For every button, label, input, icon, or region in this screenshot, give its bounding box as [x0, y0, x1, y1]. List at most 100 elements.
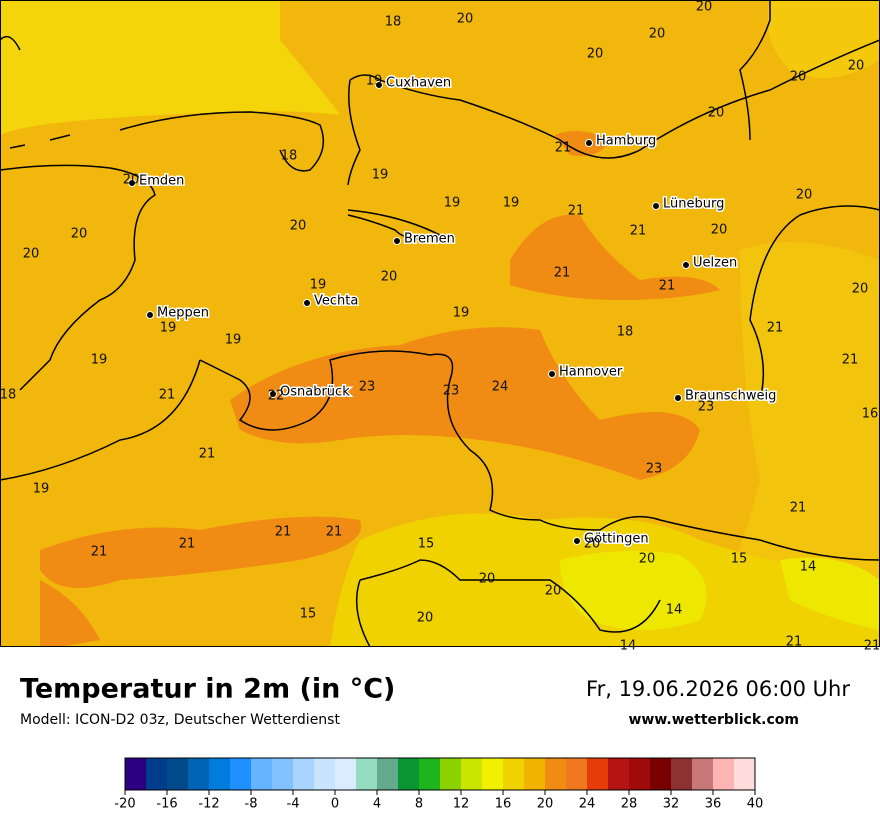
temperature-label: 18 [0, 388, 16, 403]
colorbar-cell [671, 758, 693, 790]
colorbar-cell [629, 758, 651, 790]
colorbar-cell [692, 758, 714, 790]
temperature-label: 20 [711, 223, 728, 238]
coastlines [0, 0, 880, 648]
temperature-label: 19 [503, 196, 520, 211]
temperature-label: 19 [366, 74, 383, 89]
temperature-label: 15 [300, 607, 317, 622]
colorbar-tick-label: -4 [287, 797, 300, 812]
colorbar-cell [293, 758, 315, 790]
temperature-label: 19 [444, 196, 461, 211]
colorbar-cell [482, 758, 504, 790]
temperature-label: 19 [372, 168, 389, 183]
temperature-label: 19 [310, 278, 327, 293]
colorbar-tick-label: 20 [537, 797, 554, 812]
colorbar-cell [272, 758, 294, 790]
colorbar-tick-label: -12 [198, 797, 219, 812]
city-label: Hannover [559, 365, 623, 380]
city-label: Emden [139, 174, 184, 189]
colorbar-cell [461, 758, 483, 790]
city-label: Hamburg [596, 134, 656, 149]
temperature-label: 18 [617, 325, 634, 340]
temperature-label: 23 [359, 380, 376, 395]
colorbar-cell [440, 758, 462, 790]
colorbar-cell [356, 758, 378, 790]
colorbar-tick-label: -16 [156, 797, 177, 812]
temperature-label: 20 [639, 552, 656, 567]
city-dot [548, 370, 556, 378]
city-label: Braunschweig [685, 389, 776, 404]
temperature-label: 14 [800, 560, 817, 575]
colorbar-cell [125, 758, 147, 790]
colorbar-cell [713, 758, 735, 790]
colorbar-cell [608, 758, 630, 790]
temperature-label: 18 [385, 15, 402, 30]
city-label: Lüneburg [663, 197, 724, 212]
city-dot [269, 390, 277, 398]
temperature-label: 20 [457, 12, 474, 27]
temperature-label: 21 [790, 501, 807, 516]
temperature-label: 21 [767, 321, 784, 336]
temperature-label: 20 [848, 59, 865, 74]
city-label: Uelzen [693, 256, 737, 271]
colorbar-tick-label: 0 [331, 797, 339, 812]
temperature-label: 15 [731, 552, 748, 567]
datetime: Fr, 19.06.2026 06:00 Uhr [586, 677, 850, 701]
temperature-label: 21 [554, 266, 571, 281]
temperature-label: 19 [160, 321, 177, 336]
colorbar-cell [377, 758, 399, 790]
temperature-label: 19 [225, 333, 242, 348]
model: Modell: ICON-D2 03z, Deutscher Wetterdie… [20, 712, 340, 728]
city-dot [585, 139, 593, 147]
colorbar-tick-label: 16 [495, 797, 512, 812]
temperature-label: 23 [698, 400, 715, 415]
temperature-label: 15 [418, 537, 435, 552]
city-dot [652, 202, 660, 210]
temperature-label: 21 [630, 224, 647, 239]
temperature-label: 21 [555, 141, 572, 156]
colorbar-tick-label: 24 [579, 797, 596, 812]
city-dot [146, 311, 154, 319]
city-label: Cuxhaven [386, 76, 451, 91]
city-label: Osnabrück [280, 385, 350, 400]
temperature-label: 21 [159, 388, 176, 403]
colorbar-cell [545, 758, 567, 790]
colorbar-cell [587, 758, 609, 790]
temperature-label: 20 [23, 247, 40, 262]
temperature-label: 20 [649, 27, 666, 42]
temperature-label: 21 [179, 537, 196, 552]
colorbar-tick-label: 8 [415, 797, 423, 812]
temperature-label: 23 [443, 384, 460, 399]
temperature-label: 21 [786, 635, 803, 650]
temperature-label: 18 [281, 149, 298, 164]
colorbar-cell [146, 758, 168, 790]
city-label: Göttingen [584, 532, 649, 547]
temperature-label: 21 [864, 639, 880, 654]
temperature-label: 20 [790, 70, 807, 85]
temperature-label: 20 [290, 219, 307, 234]
temperature-label: 21 [568, 204, 585, 219]
temperature-label: 20 [584, 537, 601, 552]
temperature-label: 20 [587, 47, 604, 62]
temperature-label: 23 [646, 462, 663, 477]
website: www.wetterblick.com [629, 712, 800, 728]
city-dot [674, 394, 682, 402]
temperature-label: 20 [545, 584, 562, 599]
colorbar-tick-label: 4 [373, 797, 381, 812]
temperature-label: 22 [268, 389, 285, 404]
map-background [0, 0, 880, 647]
title: Temperatur in 2m (in °C) [20, 674, 395, 705]
colorbar-tick-label: 40 [747, 797, 764, 812]
colorbar-cell [503, 758, 525, 790]
colorbar-cell [314, 758, 336, 790]
colorbar-tick-label: 12 [453, 797, 470, 812]
temperature-label: 21 [91, 545, 108, 560]
colorbar-tick-label: 32 [663, 797, 680, 812]
colorbar-cell [650, 758, 672, 790]
temperature-label: 21 [659, 279, 676, 294]
colorbar-cell [230, 758, 252, 790]
temperature-label: 20 [479, 572, 496, 587]
colorbar-cell [167, 758, 189, 790]
